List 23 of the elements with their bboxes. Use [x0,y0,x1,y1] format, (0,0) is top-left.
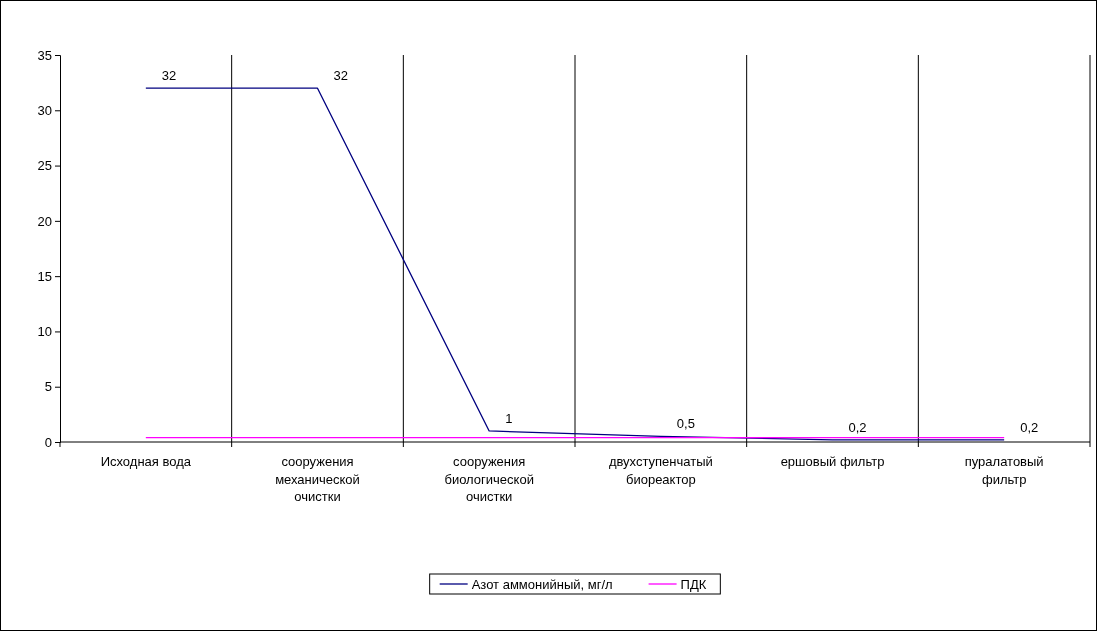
y-tick-label: 30 [37,102,52,118]
y-tick-label: 35 [37,47,52,63]
data-label: 32 [161,68,177,84]
y-tick-label: 10 [37,324,52,340]
data-label: 0,5 [676,416,695,432]
x-tick-label: сооружения механической очистки [275,454,360,505]
x-tick-label: Исходная вода [100,454,192,469]
y-tick-label: 25 [37,158,52,174]
data-label: 0,2 [1020,419,1039,435]
y-tick-label: 5 [44,379,52,395]
legend-label: Азот аммонийный, мг/л [471,576,613,592]
data-label: 32 [333,68,348,84]
x-tick-label: сооружения биологической очистки [444,454,534,505]
y-tick-label: 20 [37,213,52,229]
line-series [145,87,1005,441]
y-tick-label: 0 [44,434,52,450]
legend-label: ПДК [680,576,707,592]
data-label: 0,2 [848,419,867,435]
x-tick-label: пуралатовый фильтр [964,454,1044,487]
y-tick-label: 15 [37,268,52,284]
data-label: 1 [505,410,513,426]
x-tick-label: ершовый фильтр [780,454,885,469]
x-tick-label: двухступенчатый биореактор [608,454,713,487]
